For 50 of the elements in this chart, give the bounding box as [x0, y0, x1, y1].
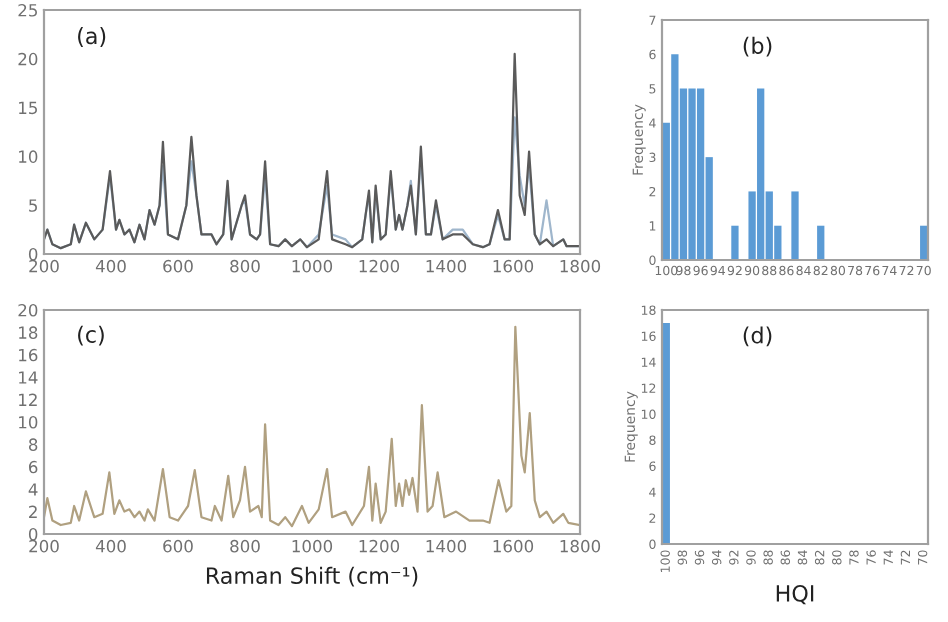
y-tick-label: 16: [19, 348, 38, 362]
bar: [920, 225, 928, 260]
line-series: [44, 325, 580, 528]
annotation: (d): [743, 326, 772, 347]
y-tick-label: 20: [18, 303, 38, 317]
x-tick-label: 600: [163, 539, 193, 553]
x-tick-label: 200: [29, 259, 59, 273]
x-tick-label: 1200: [359, 259, 400, 273]
x-tick-label: 1600: [493, 259, 534, 273]
annotation: (b): [743, 36, 772, 57]
y-tick-label: 20: [18, 52, 38, 66]
x-tick-label: 1400: [426, 259, 467, 273]
x-tick-label: 1000: [292, 539, 333, 553]
x-tick-label: 1000: [292, 259, 333, 273]
y-tick-label: 6: [29, 460, 38, 474]
y-tick-label: 10: [19, 415, 38, 429]
x-tick-label: 1600: [493, 539, 534, 553]
x-axis-title: HQI: [776, 584, 814, 605]
bar: [791, 191, 799, 260]
y-tick-label: 2: [29, 505, 37, 518]
x-tick-label: 800: [230, 259, 260, 273]
y-tick-label: 25: [18, 3, 37, 17]
bar: [688, 88, 696, 260]
bar: [696, 88, 705, 260]
x-tick-label: 1800: [560, 259, 601, 273]
y-tick-label: 8: [28, 438, 38, 451]
y-tick-label: 0: [28, 527, 38, 541]
bar: [817, 225, 825, 260]
y-tick-label: 5: [29, 199, 37, 212]
y-tick-label: 14: [19, 371, 38, 384]
y-tick-label: 10: [19, 150, 38, 163]
line-series: [44, 52, 580, 250]
x-tick-label: 600: [163, 259, 193, 273]
y-tick-label: 0: [28, 247, 38, 261]
x-tick-label: 200: [29, 539, 59, 553]
annotation: (a): [78, 27, 106, 47]
x-tick-label: 400: [95, 539, 126, 553]
annotation: (c): [78, 325, 104, 346]
x-tick-label: 800: [230, 539, 260, 553]
x-axis-title: Raman Shift (cm⁻¹): [206, 566, 418, 587]
x-tick-label: 1800: [560, 539, 601, 553]
x-tick-label: 400: [95, 259, 126, 273]
y-tick-label: 4: [28, 483, 38, 496]
x-tick-label: 1200: [359, 539, 400, 553]
bar: [731, 225, 739, 260]
bar: [671, 54, 679, 260]
y-tick-label: 15: [19, 101, 37, 115]
y-tick-label: 12: [19, 393, 37, 406]
y-tick-label: 18: [19, 326, 38, 339]
x-tick-label: 1400: [426, 539, 467, 553]
